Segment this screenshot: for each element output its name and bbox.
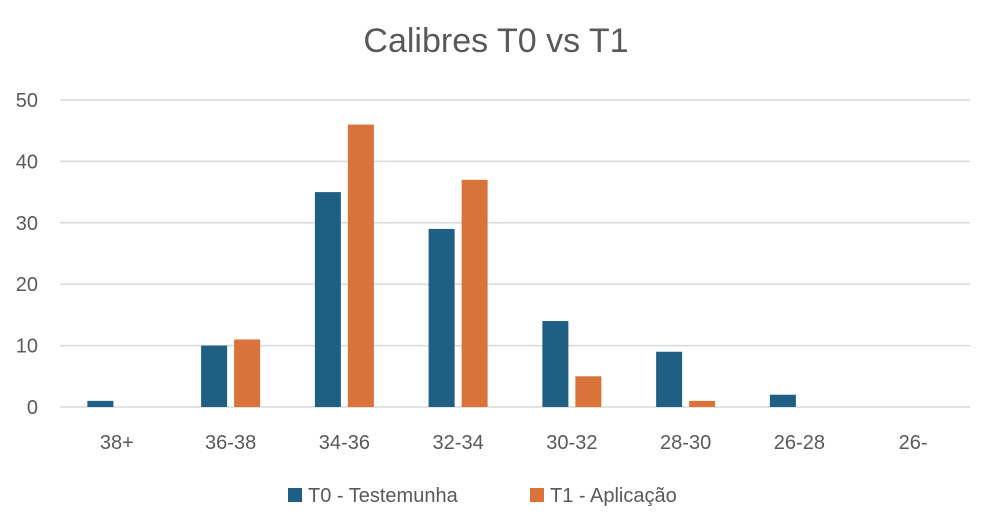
x-category-label: 38+ xyxy=(100,432,134,454)
x-category-label: 36-38 xyxy=(205,432,256,454)
bar-t0-2 xyxy=(314,192,341,407)
bar-t0-6 xyxy=(769,394,796,407)
chart-title: Calibres T0 vs T1 xyxy=(363,22,628,60)
bar-t0-0 xyxy=(87,400,114,407)
gridlines xyxy=(60,99,970,408)
bar-t1-5 xyxy=(689,400,716,407)
y-tick-label: 30 xyxy=(16,213,38,235)
bar-t0-4 xyxy=(542,321,569,407)
x-category-label: 30-32 xyxy=(546,432,597,454)
bar-t1-3 xyxy=(461,179,488,407)
y-tick-label: 50 xyxy=(16,90,38,112)
y-tick-label: 10 xyxy=(16,336,38,358)
legend-swatch xyxy=(288,488,302,502)
x-category-label: 26-28 xyxy=(774,432,825,454)
y-tick-label: 40 xyxy=(16,151,38,173)
bar-t1-2 xyxy=(347,124,374,407)
y-tick-label: 20 xyxy=(16,274,38,296)
bar-t0-5 xyxy=(656,351,683,407)
legend-label: T0 - Testemunha xyxy=(308,485,459,507)
bars xyxy=(87,124,796,407)
x-category-label: 28-30 xyxy=(660,432,711,454)
legend-swatch xyxy=(530,488,544,502)
legend: T0 - Testemunha T1 - Aplicação xyxy=(288,485,677,507)
x-category-label: 34-36 xyxy=(319,432,370,454)
legend-label: T1 - Aplicação xyxy=(550,485,677,507)
x-axis-categories: 38+ 36-38 34-36 32-34 30-32 28-30 26-28 26- xyxy=(100,432,928,454)
bar-t0-3 xyxy=(428,228,455,407)
x-category-label: 26- xyxy=(899,432,928,454)
x-category-label: 32-34 xyxy=(433,432,484,454)
bar-t1-4 xyxy=(575,376,602,407)
y-tick-label: 0 xyxy=(27,397,38,419)
bar-t0-1 xyxy=(201,345,228,407)
y-axis-ticks: 0 10 20 30 40 50 xyxy=(16,90,38,419)
bar-t1-1 xyxy=(234,339,261,407)
